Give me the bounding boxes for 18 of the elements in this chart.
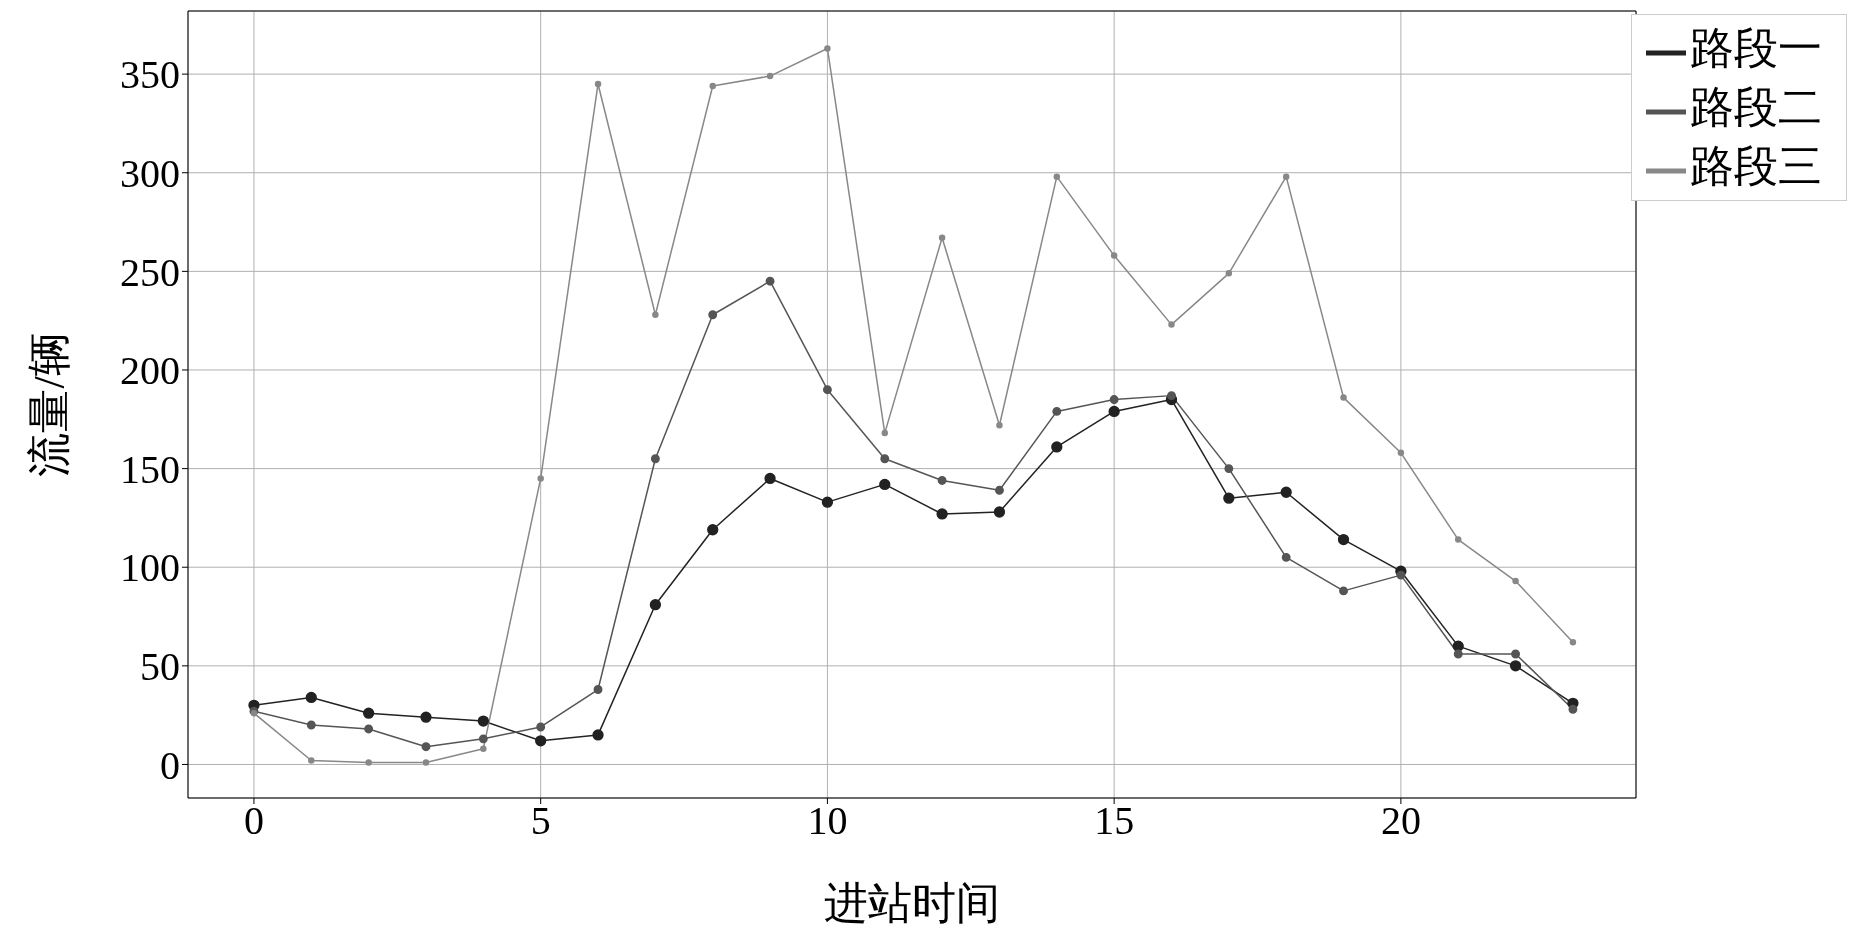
x-tick-label: 20 [1380,798,1421,844]
legend-label: 路段二 [1690,83,1822,132]
y-tick-label: 50 [140,644,180,690]
legend-label: 路段三 [1690,142,1822,191]
y-tick-label: 350 [120,52,180,98]
y-axis-title: 流量/辆 [24,332,74,477]
y-tick-label: 250 [120,249,180,295]
y-tick-label: 300 [120,150,180,196]
y-tick-label: 200 [120,348,180,394]
x-axis-title: 进站时间 [824,879,1000,928]
y-tick-label: 100 [120,545,180,591]
x-tick-label: 10 [807,798,848,844]
x-tick-label: 5 [530,798,551,844]
y-tick-label: 0 [160,742,180,788]
x-tick-label: 15 [1094,798,1135,844]
legend-label: 路段一 [1690,24,1822,73]
x-tick-label: 0 [243,798,264,844]
y-tick-label: 150 [120,446,180,492]
